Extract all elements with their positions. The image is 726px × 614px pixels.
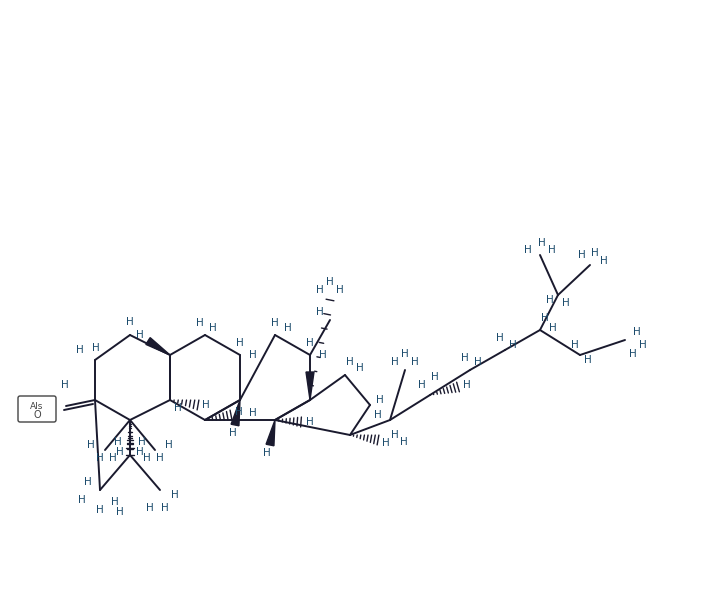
Text: H: H [319, 350, 327, 360]
Text: H: H [249, 408, 257, 418]
Text: H: H [116, 507, 124, 517]
Text: H: H [171, 490, 179, 500]
Text: H: H [143, 453, 151, 463]
Text: H: H [326, 277, 334, 287]
Text: H: H [546, 295, 554, 305]
Text: H: H [538, 238, 546, 248]
Text: H: H [202, 400, 210, 410]
Text: H: H [639, 340, 647, 350]
Text: H: H [161, 503, 169, 513]
Text: H: H [549, 323, 557, 333]
Text: H: H [136, 330, 144, 340]
Text: H: H [548, 245, 556, 255]
Text: H: H [76, 345, 84, 355]
Text: H: H [374, 410, 382, 420]
Text: H: H [411, 357, 419, 367]
Text: H: H [356, 363, 364, 373]
Text: H: H [431, 372, 439, 382]
Text: H: H [474, 357, 482, 367]
Text: H: H [391, 430, 399, 440]
Text: H: H [87, 440, 95, 450]
Text: H: H [376, 395, 384, 405]
Text: H: H [316, 285, 324, 295]
Text: H: H [209, 323, 217, 333]
Text: H: H [463, 380, 471, 390]
Text: H: H [174, 403, 182, 413]
Text: H: H [109, 453, 117, 463]
Text: H: H [236, 338, 244, 348]
Text: H: H [541, 313, 549, 323]
FancyBboxPatch shape [18, 396, 56, 422]
Text: H: H [156, 453, 164, 463]
Text: H: H [138, 437, 146, 447]
Text: H: H [196, 318, 204, 328]
Text: H: H [235, 407, 243, 417]
Text: H: H [114, 437, 122, 447]
Text: H: H [629, 349, 637, 359]
Text: H: H [316, 307, 324, 317]
Text: H: H [111, 497, 119, 507]
Text: H: H [284, 323, 292, 333]
Text: H: H [306, 417, 314, 427]
Text: H: H [96, 453, 104, 463]
Text: H: H [578, 250, 586, 260]
Text: H: H [336, 285, 344, 295]
Text: O: O [33, 410, 41, 420]
Text: H: H [461, 353, 469, 363]
Text: H: H [562, 298, 570, 308]
Text: H: H [524, 245, 532, 255]
Text: H: H [249, 350, 257, 360]
Text: H: H [263, 448, 271, 458]
Text: H: H [346, 357, 354, 367]
Text: H: H [116, 447, 124, 457]
Text: H: H [165, 440, 173, 450]
Text: H: H [584, 355, 592, 365]
Text: H: H [306, 338, 314, 348]
Text: H: H [96, 505, 104, 515]
Text: H: H [61, 380, 69, 390]
Polygon shape [266, 420, 275, 446]
Text: H: H [400, 437, 408, 447]
Text: H: H [418, 380, 426, 390]
Text: H: H [401, 349, 409, 359]
Text: H: H [229, 428, 237, 438]
Text: H: H [84, 477, 92, 487]
Text: H: H [126, 317, 134, 327]
Text: H: H [496, 333, 504, 343]
Polygon shape [306, 372, 314, 400]
Polygon shape [231, 400, 240, 426]
Text: Als: Als [30, 402, 44, 411]
Text: H: H [271, 318, 279, 328]
Text: H: H [136, 447, 144, 457]
Polygon shape [146, 338, 170, 355]
Text: H: H [146, 503, 154, 513]
Text: H: H [509, 340, 517, 350]
Text: H: H [571, 340, 579, 350]
Text: H: H [633, 327, 641, 337]
Text: H: H [591, 248, 599, 258]
Text: H: H [92, 343, 100, 353]
Text: H: H [78, 495, 86, 505]
Text: H: H [382, 438, 390, 448]
Text: H: H [391, 357, 399, 367]
Text: H: H [600, 256, 608, 266]
